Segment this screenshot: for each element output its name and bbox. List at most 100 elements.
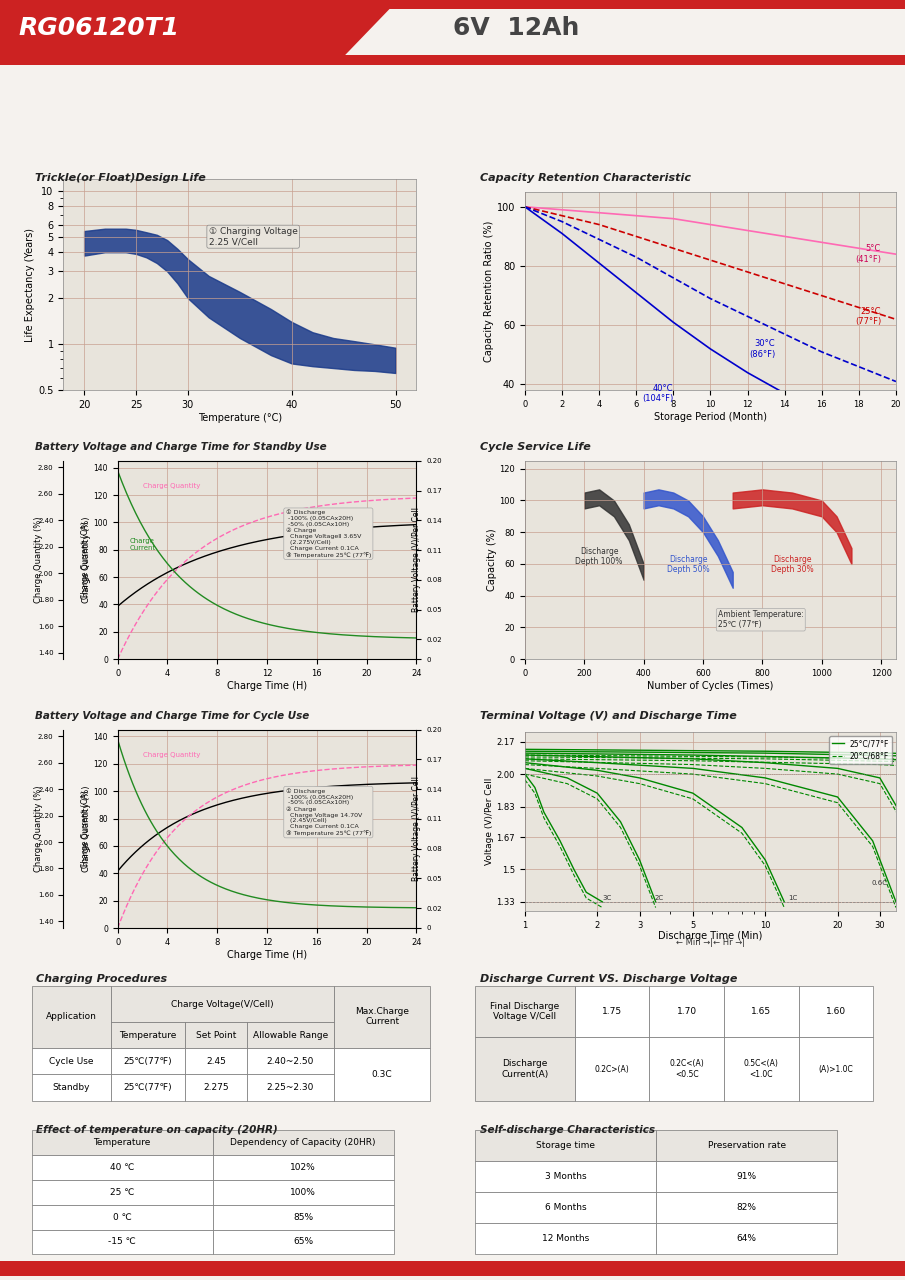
Text: Capacity Retention Characteristic: Capacity Retention Characteristic [480, 173, 691, 183]
Text: 6 Months: 6 Months [545, 1203, 586, 1212]
Text: 30°C
(86°F): 30°C (86°F) [749, 339, 776, 358]
Text: ① Discharge
 -100% (0.05CAx20H)
 -50% (0.05CAx10H)
② Charge
  Charge VoltageⅡ 3.: ① Discharge -100% (0.05CAx20H) -50% (0.0… [286, 509, 371, 558]
X-axis label: Discharge Time (Min): Discharge Time (Min) [658, 932, 763, 942]
Text: 64%: 64% [737, 1234, 757, 1243]
Text: 0.2C<(A)
<0.5C: 0.2C<(A) <0.5C [670, 1060, 704, 1079]
Text: 0.6C: 0.6C [872, 879, 888, 886]
Text: ① Discharge
 -100% (0.05CAx20H)
 -50% (0.05CAx10H)
② Charge
  Charge Voltage 14.: ① Discharge -100% (0.05CAx20H) -50% (0.0… [286, 788, 371, 836]
Text: 1C: 1C [788, 895, 797, 901]
Y-axis label: Life Expectancy (Years): Life Expectancy (Years) [25, 228, 35, 342]
Text: 1.60: 1.60 [826, 1007, 846, 1016]
Bar [32, 1230, 213, 1254]
X-axis label: Charge Time (H): Charge Time (H) [227, 950, 307, 960]
X-axis label: Storage Period (Month): Storage Period (Month) [654, 412, 767, 422]
Bar [111, 1048, 185, 1074]
Text: 0 ℃: 0 ℃ [113, 1212, 131, 1221]
Bar [724, 986, 799, 1037]
Text: 2.45: 2.45 [206, 1056, 225, 1065]
Text: 100%: 100% [291, 1188, 316, 1197]
Bar [475, 1161, 656, 1193]
Text: Cycle Service Life: Cycle Service Life [480, 442, 590, 452]
Text: 85%: 85% [293, 1212, 313, 1221]
Text: Preservation rate: Preservation rate [708, 1142, 786, 1151]
Text: Application: Application [46, 1012, 97, 1021]
Text: 65%: 65% [293, 1238, 313, 1247]
Bar [213, 1130, 394, 1155]
Bar [32, 1048, 111, 1074]
Bar [32, 1155, 213, 1180]
Text: Battery Voltage: Battery Voltage [291, 791, 352, 800]
X-axis label: Temperature (°C): Temperature (°C) [198, 413, 281, 422]
Text: Temperature: Temperature [119, 1030, 176, 1039]
Text: 0.5C<(A)
<1.0C: 0.5C<(A) <1.0C [744, 1060, 779, 1079]
Bar [247, 1074, 334, 1101]
Bar [334, 1048, 430, 1101]
Text: 40°C
(104°F): 40°C (104°F) [642, 384, 673, 403]
Text: Battery Voltage and Charge Time for Cycle Use: Battery Voltage and Charge Time for Cycl… [35, 710, 310, 721]
Bar [185, 1048, 247, 1074]
Text: 0.2C>(A): 0.2C>(A) [595, 1065, 629, 1074]
Text: 25℃(77℉): 25℃(77℉) [124, 1056, 173, 1065]
Bar [111, 986, 334, 1023]
Bar [799, 986, 873, 1037]
Text: -15 ℃: -15 ℃ [109, 1238, 136, 1247]
Bar [475, 1037, 575, 1101]
Text: Discharge
Depth 30%: Discharge Depth 30% [771, 554, 814, 573]
Bar [213, 1155, 394, 1180]
Text: 2.40~2.50: 2.40~2.50 [267, 1056, 314, 1065]
Text: 91%: 91% [737, 1172, 757, 1181]
Y-axis label: Charge Quantity (%): Charge Quantity (%) [81, 517, 91, 603]
Bar [475, 1193, 656, 1224]
Text: Battery Voltage (V)/Per Cell: Battery Voltage (V)/Per Cell [412, 507, 421, 613]
Text: Temperature: Temperature [93, 1138, 151, 1147]
Bar [656, 1161, 837, 1193]
Y-axis label: Capacity Retention Ratio (%): Capacity Retention Ratio (%) [484, 220, 494, 362]
Bar [475, 986, 575, 1037]
Text: ← Min →|← Hr →|: ← Min →|← Hr →| [676, 938, 745, 947]
Bar [334, 986, 430, 1048]
Text: Set Point: Set Point [195, 1030, 236, 1039]
Bar [32, 1180, 213, 1204]
Bar [656, 1224, 837, 1254]
Bar [247, 1048, 334, 1074]
Bar [650, 1037, 724, 1101]
Text: 82%: 82% [737, 1203, 757, 1212]
Bar [213, 1180, 394, 1204]
Text: 2C: 2C [654, 895, 663, 901]
Text: Storage time: Storage time [536, 1142, 595, 1151]
Bar [185, 1023, 247, 1048]
Text: Allowable Range: Allowable Range [252, 1030, 329, 1039]
Text: Terminal Voltage (V) and Discharge Time: Terminal Voltage (V) and Discharge Time [480, 710, 737, 721]
Text: 25 ℃: 25 ℃ [110, 1188, 134, 1197]
Text: 2.25~2.30: 2.25~2.30 [267, 1083, 314, 1092]
Text: 6V  12Ah: 6V 12Ah [452, 17, 579, 40]
Text: 12 Months: 12 Months [542, 1234, 589, 1243]
Bar [656, 1193, 837, 1224]
Text: Discharge Current VS. Discharge Voltage: Discharge Current VS. Discharge Voltage [480, 974, 737, 984]
Text: ① Charging Voltage
2.25 V/Cell: ① Charging Voltage 2.25 V/Cell [209, 227, 298, 246]
Bar [656, 1130, 837, 1161]
Text: Discharge
Depth 50%: Discharge Depth 50% [667, 554, 710, 573]
Bar [650, 986, 724, 1037]
Y-axis label: Capacity (%): Capacity (%) [487, 529, 497, 591]
Text: Battery Voltage and Charge Time for Standby Use: Battery Voltage and Charge Time for Stan… [35, 442, 327, 452]
Bar [111, 1074, 185, 1101]
Text: Standby: Standby [52, 1083, 90, 1092]
Text: 3 Months: 3 Months [545, 1172, 586, 1181]
Y-axis label: Voltage (V)/Per Cell: Voltage (V)/Per Cell [485, 778, 494, 865]
Text: 102%: 102% [291, 1164, 316, 1172]
Text: Charge Current (CA): Charge Current (CA) [81, 521, 91, 599]
Text: 1.70: 1.70 [677, 1007, 697, 1016]
Polygon shape [0, 0, 398, 56]
Y-axis label: Charge Quantity (%): Charge Quantity (%) [81, 786, 91, 872]
Text: Final Discharge
Voltage V/Cell: Final Discharge Voltage V/Cell [491, 1002, 559, 1021]
Bar [111, 1023, 185, 1048]
Text: 2.275: 2.275 [203, 1083, 229, 1092]
Text: Charge
Current: Charge Current [130, 538, 157, 550]
Text: Cycle Use: Cycle Use [49, 1056, 94, 1065]
Bar [32, 986, 111, 1048]
Text: Ambient Temperature:
25℃ (77℉): Ambient Temperature: 25℃ (77℉) [718, 611, 804, 630]
Text: 1.65: 1.65 [751, 1007, 771, 1016]
Text: Charge Quantity (%): Charge Quantity (%) [33, 786, 43, 872]
Text: Charging Procedures: Charging Procedures [36, 974, 167, 984]
